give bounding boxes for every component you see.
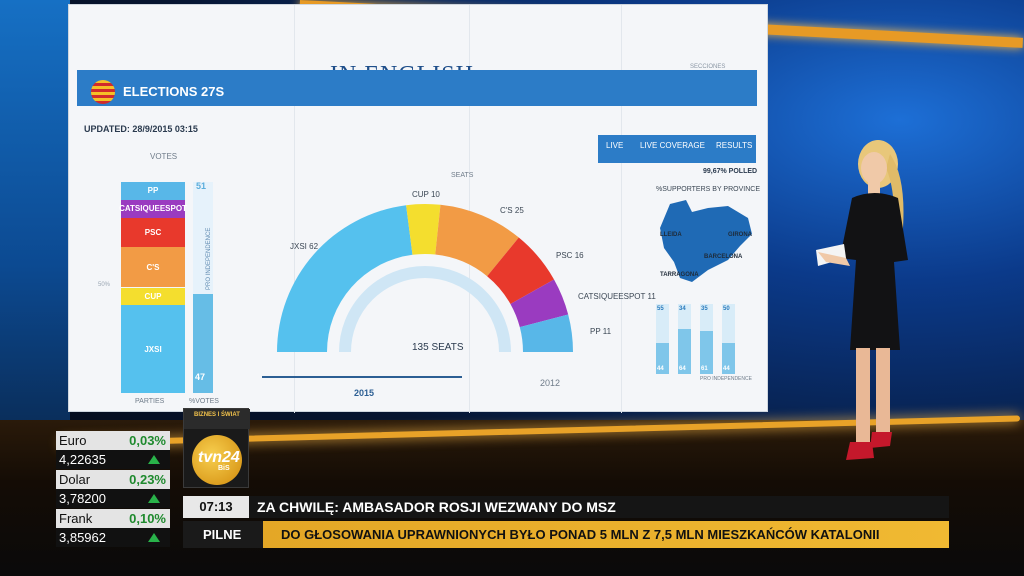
votes-label: VOTES xyxy=(150,152,178,161)
map-label-lleida: LLEIDA xyxy=(660,232,682,238)
seats-arc-pp xyxy=(519,314,573,352)
province-bar-fill xyxy=(722,343,735,374)
province-footnote: PRO INDEPENDENCE xyxy=(700,376,752,382)
independence-vertical-label: PRO INDEPENDENCE xyxy=(206,227,212,290)
up-arrow-icon xyxy=(148,533,160,542)
seats-label: SEATS xyxy=(451,172,474,179)
province-bar-girona xyxy=(678,304,691,374)
votes-segment-psc: PSC xyxy=(121,217,185,248)
province-bar-fill xyxy=(700,331,713,374)
seats-arc-cs xyxy=(435,204,519,277)
province-bar-barcelona xyxy=(656,304,669,374)
headline-ticker: ZA CHWILĘ: AMBASADOR ROSJI WEZWANY DO MS… xyxy=(249,496,949,518)
channel-logo: BIZNES I ŚWIAT tvn24 BiS xyxy=(183,408,250,488)
seat-label-pp: PP 11 xyxy=(590,327,612,336)
fx-frank: Frank 0,10% 3,85962 xyxy=(56,509,170,547)
catalan-flag-icon xyxy=(91,80,115,104)
seats-arc-cup xyxy=(406,204,441,255)
breaking-news-bar: DO GŁOSOWANIA UPRAWNIONYCH BYŁO PONAD 5 … xyxy=(263,521,949,548)
timeline-slider[interactable] xyxy=(262,376,462,378)
breaking-label: PILNE xyxy=(183,521,263,548)
nav-results[interactable]: RESULTS xyxy=(716,141,753,150)
independence-top-value: 51 xyxy=(196,181,207,191)
fx-name: Euro xyxy=(56,431,170,450)
votes-segment-catsiqueespot: CATSIQUEESPOT xyxy=(119,199,187,218)
fx-euro: Euro 0,03% 4,22635 xyxy=(56,431,170,469)
province-top-pct: 34 xyxy=(679,306,686,312)
votes-bottom-label: %VOTES xyxy=(189,398,219,405)
logo-circle-icon xyxy=(192,435,242,485)
nav-live-coverage[interactable]: LIVE COVERAGE xyxy=(640,141,705,150)
fx-value: 3,85962 xyxy=(56,528,170,547)
province-top-pct: 50 xyxy=(723,306,730,312)
province-top-pct: 55 xyxy=(657,306,664,312)
province-bar-lleida xyxy=(700,304,713,374)
seats-arc-jxsi xyxy=(277,205,413,352)
inner-arc-2012 xyxy=(339,266,511,353)
province-label: %SUPPORTERS BY PROVINCE xyxy=(656,186,760,193)
independence-bottom-value: 47 xyxy=(195,372,206,382)
seat-label-catsiqueespot: CATSIQUEESPOT 11 xyxy=(578,292,656,301)
fx-change: 0,23% xyxy=(129,472,166,487)
province-bar-fill xyxy=(678,329,691,374)
elections-header: ELECTIONS 27S xyxy=(77,70,757,106)
seat-label-jxsi: JXSI 62 xyxy=(290,242,319,251)
map-label-tarragona: TARRAGONA xyxy=(660,272,699,278)
map-label-barcelona: BARCELONA xyxy=(704,254,743,260)
fifty-percent-marker: 50% xyxy=(98,282,111,288)
elections-title: ELECTIONS 27S xyxy=(123,84,225,99)
logo-bis: BiS xyxy=(218,465,230,472)
seat-label-cup: CUP 10 xyxy=(412,190,440,199)
panel-divider xyxy=(621,5,622,413)
map-label-girona: GIRONA xyxy=(728,232,752,238)
independence-bar xyxy=(193,182,213,393)
province-top-pct: 35 xyxy=(701,306,708,312)
updated-timestamp: UPDATED: 28/9/2015 03:15 xyxy=(84,124,198,134)
up-arrow-icon xyxy=(148,494,160,503)
votes-segment-jxsi: JXSI xyxy=(121,305,185,393)
fx-dolar: Dolar 0,23% 3,78200 xyxy=(56,470,170,508)
logo-top-label: BIZNES I ŚWIAT xyxy=(184,409,250,429)
left-video-wall xyxy=(0,0,70,440)
province-bottom-pct: 61 xyxy=(701,366,708,372)
polled-percentage: 99,67% POLLED xyxy=(703,168,758,175)
year-2012[interactable]: 2012 xyxy=(540,378,561,388)
year-2015[interactable]: 2015 xyxy=(354,388,375,398)
nav-bar: LIVE LIVE COVERAGE RESULTS xyxy=(598,135,756,163)
seats-arc-catsiqueespot xyxy=(510,279,569,328)
nav-live[interactable]: LIVE xyxy=(606,141,624,150)
up-arrow-icon xyxy=(148,455,160,464)
fx-change: 0,10% xyxy=(129,511,166,526)
seat-label-psc: PSC 16 xyxy=(556,251,584,260)
votes-stacked-bar: PP CATSIQUEESPOT PSC C'S CUP JXSI xyxy=(119,182,187,393)
votes-segment-pp: PP xyxy=(121,182,185,200)
fx-name: Dolar xyxy=(56,470,170,489)
fx-value: 4,22635 xyxy=(56,450,170,469)
province-bar-tarragona xyxy=(722,304,735,374)
catalonia-map xyxy=(660,200,752,282)
panel-divider xyxy=(294,5,295,413)
independence-fill xyxy=(193,293,213,393)
total-seats-label: 135 SEATS xyxy=(412,342,464,353)
sections-label: SECCIONES xyxy=(690,64,726,70)
parties-label: PARTIES xyxy=(135,398,165,405)
votes-segment-cup: CUP xyxy=(121,287,185,306)
province-bar-fill xyxy=(656,343,669,374)
province-bottom-pct: 64 xyxy=(679,366,686,372)
presenter-figure xyxy=(816,140,908,460)
seats-hemicycle-chart xyxy=(277,204,573,353)
votes-segment-cs: C'S xyxy=(121,247,185,288)
logo-text: tvn24 xyxy=(198,449,240,466)
fx-value: 3,78200 xyxy=(56,489,170,508)
province-bottom-pct: 44 xyxy=(657,366,664,372)
seats-arc-psc xyxy=(487,237,555,304)
province-bottom-pct: 44 xyxy=(723,366,730,372)
seat-label-cs: C'S 25 xyxy=(500,206,524,215)
clock: 07:13 xyxy=(183,496,249,518)
panel-divider xyxy=(469,5,470,413)
fx-name: Frank xyxy=(56,509,170,528)
fx-change: 0,03% xyxy=(129,433,166,448)
